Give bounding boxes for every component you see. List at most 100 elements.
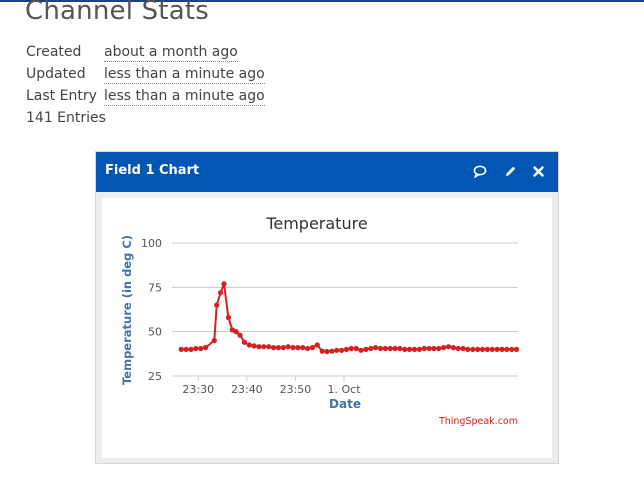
x-tick-label: 23:50 (280, 383, 312, 396)
stat-value: about a month ago (104, 44, 238, 62)
data-point[interactable] (494, 346, 500, 352)
x-tick-label: 1. Oct (328, 383, 362, 396)
data-point[interactable] (218, 290, 224, 296)
data-point[interactable] (465, 346, 471, 352)
data-point[interactable] (266, 344, 272, 350)
data-point[interactable] (251, 343, 257, 349)
data-point[interactable] (202, 345, 209, 351)
data-point[interactable] (271, 345, 277, 351)
data-point[interactable] (358, 347, 364, 353)
data-point[interactable] (363, 346, 369, 352)
data-point[interactable] (373, 345, 379, 351)
data-point[interactable] (178, 346, 184, 352)
data-point[interactable] (339, 347, 345, 353)
stat-value: less than a minute ago (104, 88, 265, 106)
data-point[interactable] (426, 345, 432, 352)
stat-label: Updated (26, 66, 86, 82)
data-point[interactable] (198, 345, 204, 352)
series-line (181, 283, 517, 353)
data-point[interactable] (377, 345, 384, 352)
data-point[interactable] (513, 346, 520, 352)
pencil-icon[interactable] (501, 162, 519, 180)
stat-row-updated: Updated less than a minute ago (26, 63, 265, 85)
data-point[interactable] (193, 345, 199, 352)
data-point[interactable] (246, 342, 252, 348)
data-point[interactable] (348, 345, 354, 352)
close-icon[interactable] (529, 162, 547, 180)
thingspeak-credit-link[interactable]: ThingSpeak.com (438, 416, 518, 427)
x-tick-label: 23:40 (231, 383, 263, 396)
data-point[interactable] (489, 346, 495, 352)
data-point[interactable] (450, 345, 456, 351)
field-chart-widget: Field 1 Chart 25 50 75 100 23:30 23:40 23:50 1… (95, 151, 559, 464)
data-point[interactable] (188, 346, 194, 352)
data-point[interactable] (392, 345, 398, 352)
data-point[interactable] (509, 346, 515, 352)
x-axis-title: Date (329, 397, 361, 411)
stat-value: less than a minute ago (104, 66, 265, 84)
top-border (0, 0, 644, 2)
data-point[interactable] (214, 302, 220, 308)
data-point[interactable] (431, 345, 437, 352)
data-point[interactable] (305, 345, 311, 352)
data-point[interactable] (237, 332, 243, 338)
data-point[interactable] (343, 346, 350, 352)
data-point[interactable] (499, 346, 505, 352)
data-point[interactable] (280, 345, 286, 351)
data-point[interactable] (285, 344, 291, 350)
data-point[interactable] (475, 346, 481, 352)
data-point[interactable] (256, 344, 262, 350)
data-point[interactable] (484, 346, 490, 352)
data-point[interactable] (411, 346, 418, 352)
x-tick-label: 23:30 (182, 383, 214, 396)
y-axis-title: Temperature (in deg C) (120, 235, 134, 385)
data-point[interactable] (241, 339, 247, 345)
data-point[interactable] (261, 344, 267, 350)
data-point[interactable] (314, 342, 320, 348)
data-point[interactable] (455, 345, 461, 352)
y-tick-label: 75 (148, 281, 162, 294)
data-point[interactable] (436, 345, 442, 352)
data-point[interactable] (504, 346, 510, 352)
data-point[interactable] (407, 346, 413, 352)
data-point[interactable] (221, 281, 227, 287)
data-point[interactable] (402, 346, 408, 352)
data-point[interactable] (382, 345, 388, 352)
channel-stats-list: Created about a month ago Updated less tha… (26, 41, 265, 129)
comment-icon[interactable] (471, 162, 489, 180)
data-point[interactable] (233, 329, 239, 335)
data-point[interactable] (460, 345, 466, 352)
data-point[interactable] (479, 346, 486, 352)
data-point[interactable] (368, 345, 374, 352)
data-point[interactable] (416, 346, 422, 352)
data-point[interactable] (334, 347, 340, 353)
chart-title: Temperature (265, 214, 367, 233)
data-point[interactable] (300, 345, 306, 351)
data-point[interactable] (329, 348, 335, 354)
data-point[interactable] (295, 345, 301, 351)
y-tick-label: 50 (148, 326, 162, 339)
stat-row-created: Created about a month ago (26, 41, 265, 63)
data-point[interactable] (211, 337, 217, 344)
data-point[interactable] (324, 348, 330, 355)
entries-count: 141 Entries (26, 110, 106, 126)
data-point[interactable] (290, 345, 296, 351)
data-point[interactable] (353, 345, 359, 352)
data-point[interactable] (397, 345, 403, 352)
data-point[interactable] (421, 345, 427, 352)
stat-label: Created (26, 44, 82, 60)
data-point[interactable] (470, 346, 476, 352)
data-point[interactable] (225, 314, 231, 321)
chart-container: 25 50 75 100 23:30 23:40 23:50 1. Oct Temperat… (102, 198, 552, 458)
data-point[interactable] (183, 346, 189, 352)
y-tick-label: 25 (148, 370, 162, 383)
data-point[interactable] (445, 344, 452, 350)
data-point[interactable] (309, 345, 315, 351)
stat-label: Last Entry (26, 88, 97, 104)
data-point[interactable] (441, 345, 447, 351)
data-point[interactable] (319, 348, 325, 354)
data-point[interactable] (387, 345, 393, 352)
widget-header: Field 1 Chart (96, 152, 558, 192)
y-tick-label: 100 (141, 237, 162, 250)
data-point[interactable] (275, 345, 281, 351)
